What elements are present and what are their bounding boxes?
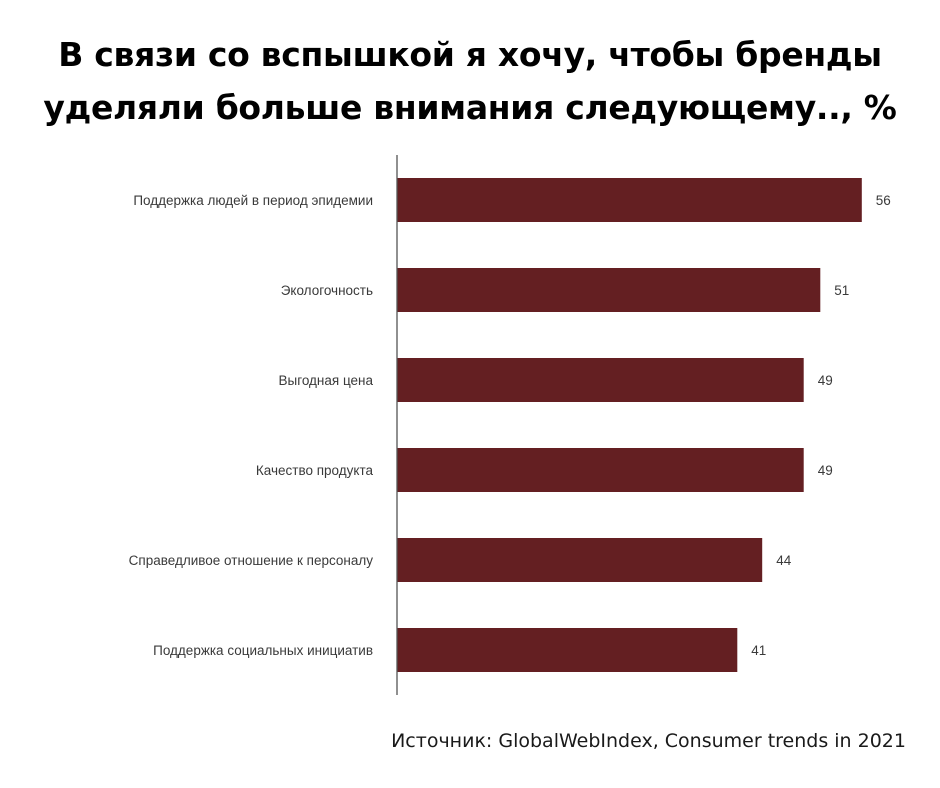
category-label-2: Выгодная цена (279, 373, 374, 388)
value-label-5: 41 (751, 643, 766, 658)
bar-2 (397, 358, 804, 402)
bar-1 (397, 268, 821, 312)
value-label-0: 56 (876, 193, 891, 208)
bar-0 (397, 178, 862, 222)
chart-title: В связи со вспышкой я хочу, чтобы бренды… (0, 28, 940, 134)
category-label-3: Качество продукта (256, 463, 374, 478)
bar-3 (397, 448, 804, 492)
category-label-5: Поддержка социальных инициатив (153, 643, 373, 658)
category-label-4: Справедливое отношение к персоналу (129, 553, 374, 568)
value-label-4: 44 (776, 553, 792, 568)
value-label-2: 49 (818, 373, 833, 388)
source-note: Источник: GlobalWebIndex, Consumer trend… (391, 730, 906, 752)
value-label-1: 51 (834, 283, 849, 298)
value-label-3: 49 (818, 463, 833, 478)
category-label-1: Экологочность (281, 283, 373, 298)
chart-title-line-1: В связи со вспышкой я хочу, чтобы бренды (58, 35, 882, 74)
category-label-0: Поддержка людей в период эпидемии (133, 193, 373, 208)
chart-title-line-2: уделяли больше внимания следующему.., % (43, 88, 897, 127)
bar-5 (397, 628, 738, 672)
bars-group: Поддержка людей в период эпидемии 56 Эколо… (129, 178, 891, 672)
bar-4 (397, 538, 763, 582)
